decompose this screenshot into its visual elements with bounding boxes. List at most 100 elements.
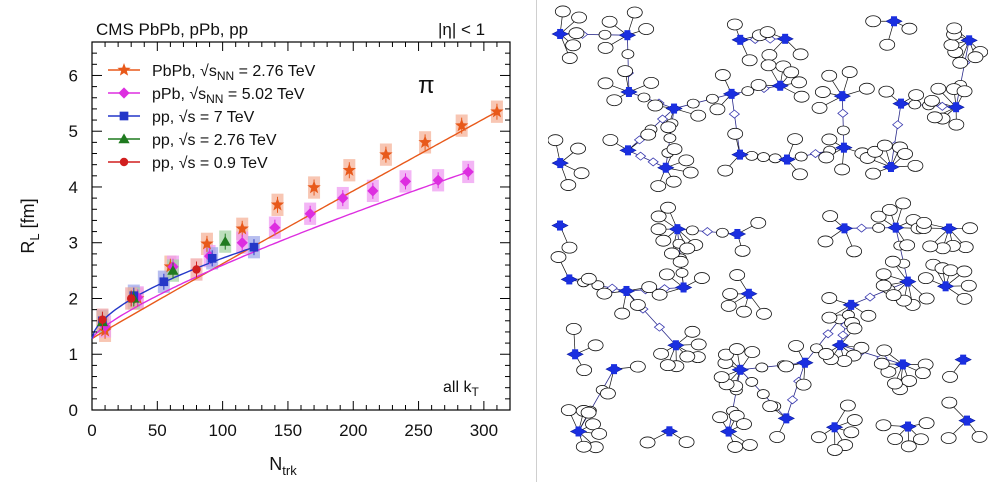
network-hub-core (893, 223, 899, 233)
network-leaf (555, 6, 570, 17)
network-leaf (694, 273, 709, 284)
legend-sqrt: √s (200, 63, 217, 80)
network-leaf (576, 441, 591, 452)
network-leaf (761, 60, 776, 71)
network-hub-core (576, 426, 582, 436)
network-link-node (706, 94, 718, 103)
network-leaf (877, 140, 892, 151)
legend-sqrt: √s (189, 86, 206, 103)
network-leaf (737, 419, 752, 430)
network-leaf (656, 235, 671, 246)
legend-marker-pp-0-9-tev (120, 158, 128, 166)
network-hub-core (777, 81, 783, 91)
network-link-node (702, 228, 712, 236)
network-leaf (730, 270, 745, 281)
network-leaf (876, 420, 891, 431)
network-leaf (835, 164, 850, 175)
network-leaf (794, 91, 809, 102)
network-leaf (861, 310, 876, 321)
y-axis-label-main: R (18, 241, 38, 254)
network-hub-core (729, 89, 735, 99)
legend-label-pbpb: PbPb, √sNN = 2.76 TeV (152, 63, 316, 83)
network-leaf (879, 86, 894, 97)
network-link-node (676, 268, 688, 277)
legend-suffix: = 2.76 TeV (195, 132, 276, 149)
network-leaf (908, 160, 923, 171)
network-leaf (735, 245, 750, 256)
network-leaf (602, 16, 617, 27)
network-leaf (953, 57, 968, 68)
network-leaf (691, 110, 706, 121)
network-leaf (874, 358, 889, 369)
network-leaf (924, 95, 939, 106)
network-leaf (943, 371, 958, 382)
marker-pp-7-tev (208, 254, 217, 263)
legend-sqrt: √s (179, 155, 196, 172)
network-hub-core (782, 34, 788, 44)
network-leaf (886, 290, 901, 301)
network-leaf (723, 288, 738, 299)
network-link-node (857, 224, 867, 232)
network-hub-core (666, 426, 672, 436)
network-leaf (888, 434, 903, 445)
network-leaf (961, 280, 976, 291)
network-leaf (818, 236, 833, 247)
network-leaf (581, 273, 596, 284)
network-link-node (716, 228, 728, 237)
legend-suffix: = 5.02 TeV (223, 86, 304, 103)
network-leaf (710, 104, 725, 115)
network-link-node (729, 110, 739, 118)
network-leaf (901, 441, 916, 452)
network-leaf (718, 165, 733, 176)
network-hub-core (572, 349, 578, 359)
network-leaf (792, 169, 807, 180)
marker-pp-0-9-tev (127, 294, 135, 302)
network-leaf (819, 152, 834, 163)
network-leaf (792, 77, 807, 88)
network-link-node (686, 226, 698, 235)
network-hub-core (888, 162, 894, 172)
network-leaf (770, 431, 785, 442)
network-leaf (877, 345, 892, 356)
network-leaf (592, 428, 607, 439)
network-hub-core (966, 35, 972, 45)
network-link-node (757, 390, 769, 399)
network-hub-core (837, 340, 843, 350)
network-hub-core (802, 358, 808, 368)
network-leaf (639, 24, 654, 35)
network-leaves (548, 6, 988, 456)
network-leaf (918, 273, 933, 284)
network-leaf (551, 252, 566, 263)
network-leaf (840, 400, 855, 411)
network-leaf (598, 42, 613, 53)
network-link-node (838, 109, 848, 117)
network-leaf (680, 351, 695, 362)
network-leaf (742, 55, 757, 66)
network-leaf (651, 181, 666, 192)
network-hub-core (566, 274, 572, 284)
network-leaf (823, 211, 838, 222)
network-hub-core (557, 158, 563, 168)
network-leaf (603, 134, 618, 145)
network-leaf (728, 441, 743, 452)
network-leaf (866, 168, 881, 179)
network-hub-core (946, 224, 952, 234)
header-right: |η| < 1 (438, 20, 485, 39)
network-link-node (893, 121, 903, 129)
network-leaf (630, 299, 645, 310)
network-edge (842, 96, 844, 148)
network-leaf (715, 70, 730, 81)
network-hub-core (624, 30, 630, 40)
network-leaf (779, 361, 794, 372)
network-leaf (607, 95, 622, 106)
network-leaf (827, 444, 842, 455)
legend-label-ppb: pPb, √sNN = 5.02 TeV (152, 86, 305, 106)
network-hub-core (671, 104, 677, 114)
network-leaf (859, 83, 874, 94)
x-tick-label: 300 (470, 421, 498, 440)
network-hub-core (839, 91, 845, 101)
legend-sqrt: √s (179, 109, 196, 126)
y-tick-label: 0 (69, 401, 78, 420)
network-leaf (822, 70, 837, 81)
network-leaf (729, 344, 744, 355)
